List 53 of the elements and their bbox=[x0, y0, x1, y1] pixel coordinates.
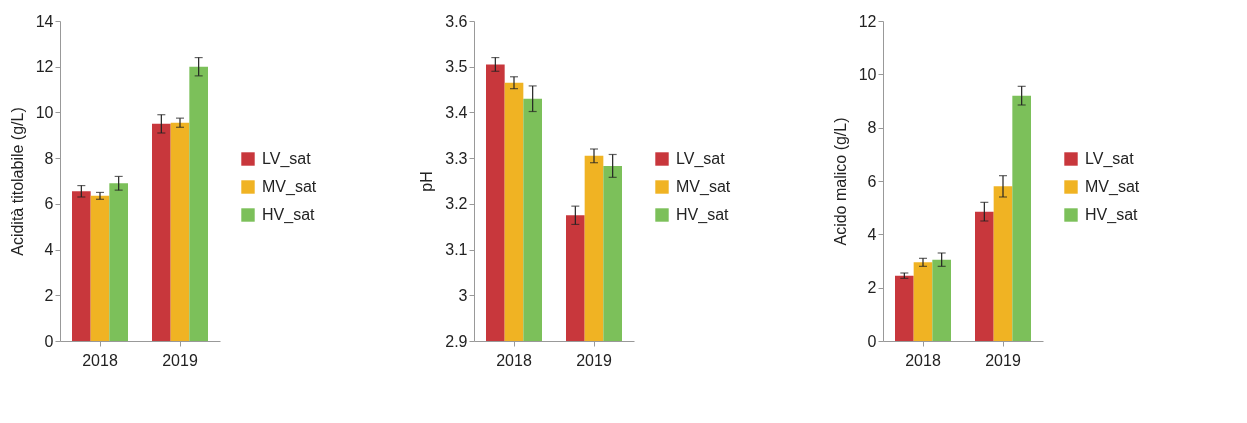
y-tick-label: 3.6 bbox=[445, 12, 468, 30]
y-tick-label: 10 bbox=[858, 65, 877, 83]
y-tick-label: 4 bbox=[44, 241, 54, 259]
y-tick-label: 3.1 bbox=[445, 241, 468, 259]
legend-label: MV_sat bbox=[262, 178, 317, 196]
y-tick-label: 3.4 bbox=[445, 103, 468, 121]
y-tick-label: 8 bbox=[44, 149, 54, 167]
y-tick-label: 2.9 bbox=[445, 332, 468, 350]
y-tick-label: 10 bbox=[35, 103, 54, 121]
bar bbox=[90, 195, 110, 341]
bar bbox=[975, 211, 994, 341]
x-tick-label: 2019 bbox=[985, 351, 1021, 369]
y-tick-label: 12 bbox=[858, 12, 877, 30]
legend-label: MV_sat bbox=[1085, 178, 1140, 196]
y-tick-label: 3 bbox=[458, 286, 468, 304]
y-axis-title: Acido malico (g/L) bbox=[831, 117, 849, 246]
y-tick-label: 3.2 bbox=[445, 195, 468, 213]
bar bbox=[913, 262, 933, 341]
x-tick-label: 2019 bbox=[162, 351, 198, 369]
y-tick-label: 3.5 bbox=[445, 58, 468, 76]
legend-label: HV_sat bbox=[1085, 206, 1139, 224]
y-tick-label: 0 bbox=[867, 332, 877, 350]
bar bbox=[993, 186, 1013, 341]
bar bbox=[1012, 95, 1031, 341]
y-axis-title: Acidità titolabile (g/L) bbox=[8, 107, 26, 256]
legend-label: LV_sat bbox=[262, 150, 312, 168]
x-tick-label: 2018 bbox=[905, 351, 941, 369]
bar bbox=[932, 259, 951, 341]
legend-label: LV_sat bbox=[1085, 150, 1135, 168]
bar bbox=[895, 275, 914, 341]
y-axis-title: pH bbox=[418, 171, 436, 192]
bar bbox=[189, 66, 208, 341]
y-tick-label: 2 bbox=[44, 286, 54, 304]
y-tick-label: 4 bbox=[867, 225, 877, 243]
bar bbox=[109, 183, 128, 341]
x-tick-label: 2018 bbox=[496, 351, 532, 369]
bar bbox=[152, 123, 171, 341]
y-tick-label: 3.3 bbox=[445, 149, 468, 167]
legend-label: LV_sat bbox=[676, 150, 726, 168]
y-tick-label: 14 bbox=[35, 12, 54, 30]
legend-label: HV_sat bbox=[676, 206, 730, 224]
bar bbox=[72, 191, 91, 341]
y-tick-label: 0 bbox=[44, 332, 54, 350]
y-tick-label: 6 bbox=[44, 195, 54, 213]
x-tick-label: 2019 bbox=[576, 351, 612, 369]
y-tick-label: 8 bbox=[867, 119, 877, 137]
x-tick-label: 2018 bbox=[82, 351, 118, 369]
legend-label: HV_sat bbox=[262, 206, 316, 224]
bar bbox=[170, 122, 190, 341]
legend-label: MV_sat bbox=[676, 178, 731, 196]
y-tick-label: 2 bbox=[867, 279, 877, 297]
y-tick-label: 6 bbox=[867, 172, 877, 190]
y-tick-label: 12 bbox=[35, 58, 54, 76]
